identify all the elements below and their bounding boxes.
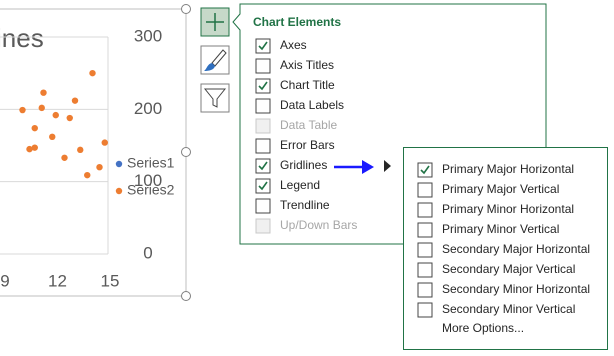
checkbox[interactable] xyxy=(255,38,271,54)
checkbox[interactable] xyxy=(255,198,271,214)
submenu-item-label[interactable]: Secondary Major Vertical xyxy=(442,262,575,276)
checkbox[interactable] xyxy=(417,162,433,178)
checkbox[interactable] xyxy=(417,302,433,318)
checkbox[interactable] xyxy=(417,182,433,198)
checkbox xyxy=(255,218,271,234)
menu-item-label[interactable]: Gridlines xyxy=(280,158,327,172)
plot-area: 0 100 200 300 9 12 15 Series1 Series2 xyxy=(0,26,175,290)
data-point xyxy=(31,144,38,151)
checkbox[interactable] xyxy=(255,78,271,94)
legend-marker xyxy=(115,187,123,195)
checkbox[interactable] xyxy=(417,282,433,298)
menu-item-label[interactable]: Axis Titles xyxy=(280,58,334,72)
data-point xyxy=(84,171,91,179)
checkbox[interactable] xyxy=(417,222,433,238)
data-point xyxy=(61,154,68,161)
checkbox[interactable] xyxy=(417,202,433,218)
y-tick-label: 200 xyxy=(134,99,162,118)
menu-item-label[interactable]: Legend xyxy=(280,178,320,192)
menu-item-label: Data Table xyxy=(280,118,337,132)
legend-label: Series2 xyxy=(127,182,175,198)
legend-marker xyxy=(115,160,123,168)
chart-filters-button[interactable] xyxy=(200,83,230,113)
data-point xyxy=(19,106,26,114)
more-options[interactable]: More Options... xyxy=(442,321,524,335)
y-tick-label: 0 xyxy=(143,243,152,262)
checkbox[interactable] xyxy=(417,242,433,258)
menu-item-label[interactable]: Axes xyxy=(280,38,307,52)
resize-handle[interactable] xyxy=(181,147,191,157)
x-tick-label: 9 xyxy=(0,271,9,290)
submenu-item-label[interactable]: Secondary Major Horizontal xyxy=(442,242,590,256)
menu-item-label[interactable]: Error Bars xyxy=(280,138,335,152)
submenu-item-label[interactable]: Secondary Minor Horizontal xyxy=(442,282,590,296)
annotation-arrow-head xyxy=(362,160,374,174)
gridlines-submenu xyxy=(403,147,608,350)
x-tick-label: 12 xyxy=(48,271,67,290)
data-point xyxy=(31,124,38,132)
y-tick-label: 300 xyxy=(134,26,162,45)
data-point xyxy=(101,139,108,146)
checkbox[interactable] xyxy=(255,98,271,114)
data-point xyxy=(26,145,33,153)
checkbox[interactable] xyxy=(255,58,271,74)
submenu-item-label[interactable]: Primary Major Vertical xyxy=(442,182,559,196)
submenu-item-label[interactable]: Secondary Minor Vertical xyxy=(442,302,575,316)
chart-styles-button[interactable] xyxy=(200,45,230,75)
data-point xyxy=(71,97,79,104)
submenu-item-label[interactable]: Primary Minor Horizontal xyxy=(442,202,574,216)
resize-handle[interactable] xyxy=(181,4,191,14)
check-mark xyxy=(258,81,268,91)
data-point xyxy=(77,146,84,154)
menu-item-label[interactable]: Data Labels xyxy=(280,98,344,112)
checkbox[interactable] xyxy=(417,262,433,278)
submenu-item-label[interactable]: Primary Minor Vertical xyxy=(442,222,559,236)
submenu-arrow[interactable] xyxy=(384,160,391,172)
y-tick-label: 100 xyxy=(134,171,162,190)
data-point xyxy=(38,104,45,112)
check-mark xyxy=(258,181,268,191)
check-mark xyxy=(258,41,268,51)
chart-elements-button[interactable] xyxy=(200,7,230,37)
data-point xyxy=(89,69,96,77)
menu-item-label[interactable]: Chart Title xyxy=(280,78,335,92)
checkbox[interactable] xyxy=(255,178,271,194)
check-mark xyxy=(420,165,430,175)
elements-list: Axes Axis Titles Chart Title Data Labels Dat… xyxy=(255,38,357,234)
checkbox[interactable] xyxy=(255,138,271,154)
checkbox xyxy=(255,118,271,134)
chart-title: ines xyxy=(0,23,44,53)
data-point xyxy=(96,164,103,171)
panel-title: Chart Elements xyxy=(253,15,341,29)
data-point xyxy=(52,111,59,119)
menu-item-label: Up/Down Bars xyxy=(280,218,357,232)
submenu-item-label[interactable]: Primary Major Horizontal xyxy=(442,162,574,176)
gridlines-list: Primary Major Horizontal Primary Major Ve… xyxy=(417,162,590,318)
resize-handle[interactable] xyxy=(181,291,191,301)
data-point xyxy=(49,133,56,141)
check-mark xyxy=(258,161,268,171)
menu-item-label[interactable]: Trendline xyxy=(280,198,330,212)
legend-label: Series1 xyxy=(127,155,175,171)
data-point xyxy=(40,89,47,96)
data-point xyxy=(66,114,73,122)
checkbox[interactable] xyxy=(255,158,271,174)
x-tick-label: 15 xyxy=(101,271,120,290)
